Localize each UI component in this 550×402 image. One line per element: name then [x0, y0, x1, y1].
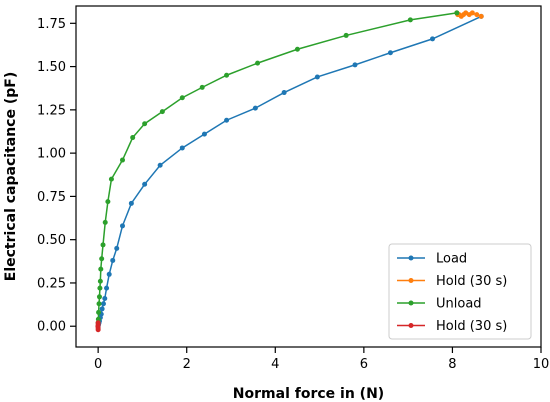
series-3: [95, 320, 101, 333]
data-point: [100, 301, 106, 307]
data-point: [97, 285, 103, 291]
data-point: [407, 17, 413, 23]
data-point: [474, 12, 480, 18]
data-point: [120, 157, 125, 163]
data-point: [352, 62, 358, 68]
data-point: [199, 84, 205, 90]
legend-item: Hold (30 s): [397, 319, 507, 334]
legend-label: Hold (30 s): [436, 319, 507, 334]
data-point: [159, 109, 165, 115]
x-tick-label: 2: [183, 357, 191, 372]
data-point: [96, 309, 102, 315]
data-point: [201, 131, 207, 137]
y-tick-label: 0.00: [37, 320, 66, 335]
data-point: [224, 117, 230, 123]
data-point: [454, 10, 460, 16]
y-tick-label: 1.50: [37, 60, 66, 75]
data-point: [114, 245, 120, 251]
data-point: [224, 72, 230, 78]
plot-series: [95, 10, 484, 333]
legend-swatch-marker: [408, 300, 414, 306]
data-point: [314, 74, 320, 80]
data-point: [96, 301, 102, 307]
data-point: [130, 135, 136, 141]
y-tick-label: 0.50: [37, 233, 66, 248]
data-point: [99, 306, 105, 312]
data-point: [120, 223, 125, 229]
data-point: [157, 162, 163, 168]
legend-box: [388, 243, 532, 340]
legend-swatch-marker: [408, 323, 414, 328]
y-axis: 0.00 0.25 0.50 0.75 1.00 1.25 1.50 1.75: [37, 17, 76, 335]
data-point: [179, 95, 185, 101]
legend-swatch-marker: [408, 255, 414, 261]
legend: Load Hold (30 s) Unload Hold (30 s): [388, 243, 532, 340]
data-point: [343, 32, 349, 38]
data-point: [294, 46, 300, 52]
legend-label: Load: [436, 252, 467, 267]
data-point: [255, 60, 261, 66]
data-point: [478, 13, 484, 19]
x-tick-label: 4: [271, 357, 279, 372]
data-point: [387, 50, 393, 56]
data-point: [96, 294, 102, 300]
plot-frame: [75, 5, 542, 348]
data-point: [106, 271, 112, 277]
data-point: [430, 36, 435, 42]
data-point: [99, 256, 105, 262]
x-tick-label: 0: [94, 357, 102, 372]
data-point: [252, 105, 258, 111]
legend-item: Unload: [397, 297, 482, 312]
legend-swatch-marker: [408, 278, 414, 283]
legend-label: Unload: [436, 297, 482, 312]
data-point: [142, 181, 148, 187]
data-point: [108, 176, 114, 182]
legend-label: Hold (30 s): [436, 274, 507, 289]
data-point: [142, 121, 148, 127]
x-tick-label: 8: [448, 357, 456, 372]
data-point: [102, 219, 108, 225]
x-axis: 0 2 4 6 8 10: [94, 347, 549, 372]
y-tick-label: 1.75: [37, 17, 66, 32]
data-point: [128, 200, 134, 206]
y-tick-label: 1.25: [37, 103, 66, 118]
data-point: [281, 90, 287, 96]
data-point: [100, 242, 106, 248]
series-2: [95, 10, 460, 326]
data-point: [105, 199, 111, 205]
data-point: [179, 145, 185, 151]
data-point: [95, 327, 101, 333]
x-axis-label: Normal force in (N): [233, 386, 384, 402]
y-axis-label: Electrical capacitance (pF): [3, 72, 19, 281]
data-point: [102, 296, 108, 302]
legend-item: Hold (30 s): [397, 274, 507, 289]
y-tick-label: 0.75: [37, 190, 66, 205]
data-point: [104, 285, 110, 291]
y-tick-label: 1.00: [37, 147, 66, 162]
data-point: [98, 266, 104, 272]
legend-item: Load: [397, 252, 467, 267]
data-point: [97, 278, 103, 284]
x-tick-label: 6: [360, 357, 368, 372]
x-tick-label: 10: [533, 357, 550, 372]
data-point: [110, 257, 116, 263]
y-tick-label: 0.25: [37, 276, 66, 291]
